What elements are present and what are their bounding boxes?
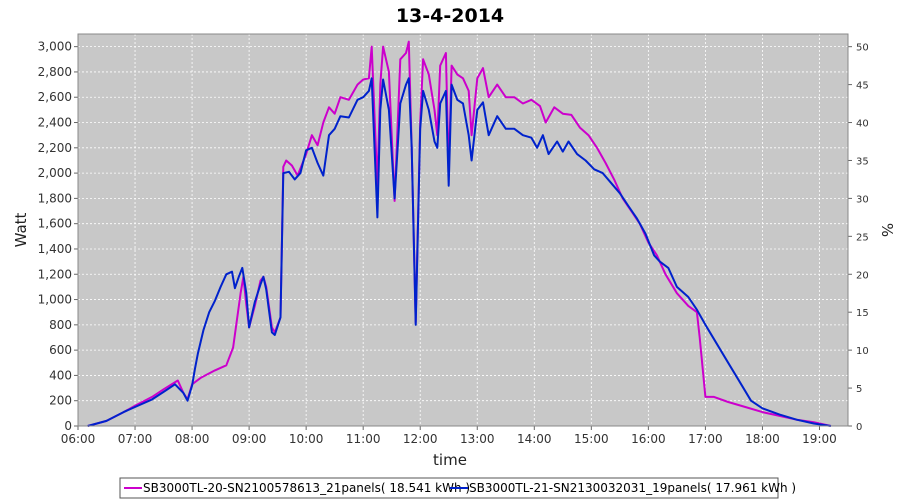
x-tick-label: 10:00 xyxy=(289,432,324,446)
y-tick-label: 2,200 xyxy=(38,141,72,155)
y2-axis: 0 5 10 15 20 25 30 35 40 45 50 xyxy=(848,43,869,433)
y2-tick-label: 20 xyxy=(856,270,869,281)
plot-border xyxy=(77,33,849,427)
x-tick-label: 11:00 xyxy=(346,432,381,446)
y-tick-label: 200 xyxy=(49,394,72,408)
y-tick-label: 400 xyxy=(49,368,72,382)
y2-tick-label: 15 xyxy=(856,308,869,319)
y-tick-label: 0 xyxy=(64,419,72,433)
y-tick-label: 1,600 xyxy=(38,217,72,231)
x-axis: 06:00 07:00 08:00 09:00 10:00 11:00 12:00 13:00… xyxy=(61,426,837,446)
x-tick-label: 19:00 xyxy=(802,432,837,446)
y-tick-label: 2,400 xyxy=(38,116,72,130)
plot-area xyxy=(78,34,848,426)
y2-tick-label: 5 xyxy=(856,384,862,395)
y-tick-label: 1,800 xyxy=(38,191,72,205)
x-tick-label: 16:00 xyxy=(631,432,666,446)
x-tick-label: 14:00 xyxy=(517,432,552,446)
y2-tick-label: 40 xyxy=(856,119,869,130)
chart-title: 13-4-2014 xyxy=(396,5,504,27)
y-tick-label: 2,000 xyxy=(38,166,72,180)
y-tick-label: 1,000 xyxy=(38,293,72,307)
y-tick-label: 800 xyxy=(49,318,72,332)
legend-label-1: SB3000TL-20-SN2100578613_21panels( 18.54… xyxy=(143,481,470,495)
x-tick-label: 12:00 xyxy=(403,432,438,446)
x-axis-label: time xyxy=(433,451,467,469)
y-axis-label: Watt xyxy=(12,212,30,247)
y2-tick-label: 25 xyxy=(856,232,869,243)
legend: SB3000TL-20-SN2100578613_21panels( 18.54… xyxy=(119,477,796,499)
x-tick-label: 09:00 xyxy=(232,432,267,446)
y-axis: 0 200 400 600 800 1,000 1,200 1,400 1,600 1,800 2,… xyxy=(38,40,78,433)
y2-tick-label: 50 xyxy=(856,43,869,54)
x-tick-label: 17:00 xyxy=(688,432,723,446)
gridlines xyxy=(77,34,848,427)
y2-tick-label: 35 xyxy=(856,156,869,167)
y2-tick-label: 10 xyxy=(856,346,869,357)
y2-axis-label: % xyxy=(878,223,896,237)
y2-tick-label: 0 xyxy=(856,422,862,433)
x-tick-label: 06:00 xyxy=(61,432,96,446)
x-tick-label: 18:00 xyxy=(745,432,780,446)
y-tick-label: 2,800 xyxy=(38,65,72,79)
series-lines xyxy=(87,40,832,427)
series-line-2 xyxy=(87,77,832,427)
legend-label-2: SB3000TL-21-SN2130032031_19panels( 17.96… xyxy=(469,481,796,495)
x-tick-label: 13:00 xyxy=(460,432,495,446)
y-tick-label: 600 xyxy=(49,343,72,357)
y2-tick-label: 45 xyxy=(856,81,869,92)
y2-tick-label: 30 xyxy=(856,194,869,205)
x-tick-label: 15:00 xyxy=(574,432,609,446)
x-tick-label: 08:00 xyxy=(175,432,210,446)
x-tick-label: 07:00 xyxy=(118,432,153,446)
y-tick-label: 1,200 xyxy=(38,267,72,281)
legend-box xyxy=(119,477,779,499)
y-tick-label: 3,000 xyxy=(38,40,72,54)
y-tick-label: 1,400 xyxy=(38,242,72,256)
y-tick-label: 2,600 xyxy=(38,90,72,104)
